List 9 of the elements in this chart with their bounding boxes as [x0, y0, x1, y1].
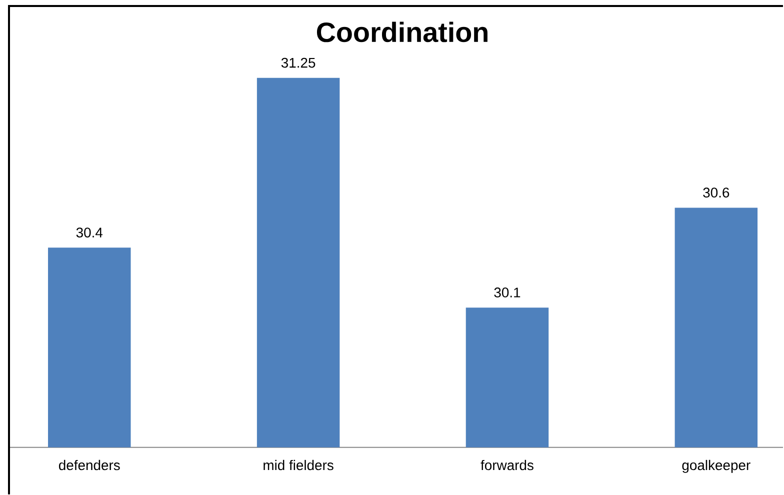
data-label: 30.1	[494, 287, 520, 298]
data-label: 31.25	[281, 58, 316, 68]
x-tick-label: defenders	[58, 460, 120, 470]
x-tick-label: mid fielders	[264, 460, 334, 470]
data-label: 30.6	[703, 187, 730, 198]
data-label: 30.4	[76, 227, 103, 238]
chart-title: Coordination	[316, 22, 488, 42]
x-tick-label: goalkeeper	[682, 460, 750, 473]
x-tick-label: forwards	[480, 460, 534, 470]
